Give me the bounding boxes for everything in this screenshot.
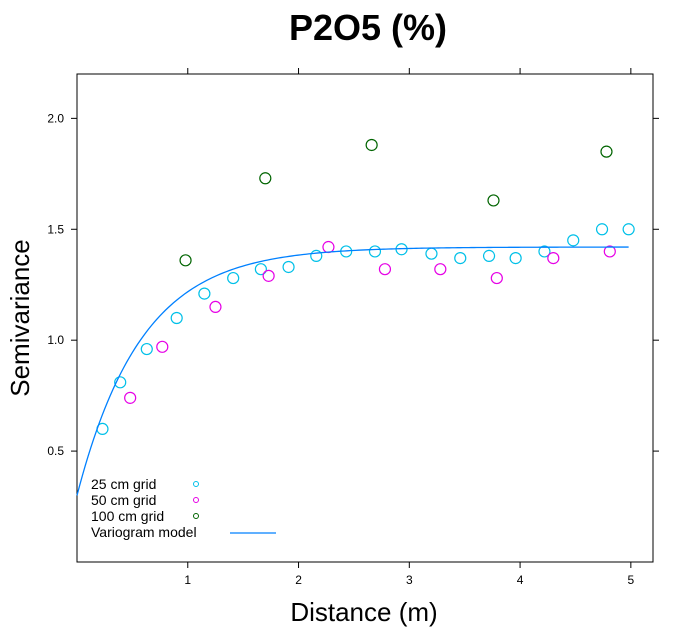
data-point xyxy=(482,249,496,262)
x-axis-label: Distance (m) xyxy=(290,597,437,627)
data-points xyxy=(96,138,635,436)
data-point xyxy=(622,223,635,236)
data-point xyxy=(378,263,392,276)
data-point xyxy=(603,245,616,258)
x-tick-label: 1 xyxy=(184,573,191,587)
data-point xyxy=(538,245,551,258)
data-point xyxy=(322,240,335,254)
data-point xyxy=(595,223,609,236)
data-point xyxy=(547,252,560,265)
y-tick-label: 0.5 xyxy=(47,444,64,458)
y-tick-label: 2.0 xyxy=(47,111,64,125)
data-point xyxy=(310,249,323,262)
x-tick-label: 2 xyxy=(295,573,302,587)
variogram-model xyxy=(76,246,629,496)
data-point xyxy=(454,252,467,265)
legend-label: 50 cm grid xyxy=(91,492,156,508)
data-point xyxy=(227,271,240,285)
data-point xyxy=(259,172,272,185)
data-point xyxy=(198,287,211,300)
legend-marker xyxy=(193,481,199,487)
data-point xyxy=(179,254,192,267)
x-tick-label: 3 xyxy=(406,573,413,587)
data-point xyxy=(434,263,447,276)
data-point xyxy=(209,300,222,314)
data-point xyxy=(567,234,580,247)
axis-ticks: 1 2 3 4 5 0.5 1.0 1.5 2.0 xyxy=(47,68,659,587)
data-point xyxy=(368,245,382,258)
data-point xyxy=(140,342,153,356)
data-point xyxy=(254,263,267,276)
data-point xyxy=(124,391,137,404)
data-point xyxy=(156,340,169,353)
legend-label: Variogram model xyxy=(91,524,197,540)
legend-label: 100 cm grid xyxy=(91,508,164,524)
data-point xyxy=(114,376,127,389)
data-point xyxy=(170,311,183,325)
data-point xyxy=(509,252,522,265)
legend-label: 25 cm grid xyxy=(91,476,156,492)
data-point xyxy=(365,138,378,152)
plot-frame xyxy=(76,73,654,563)
model-curve xyxy=(76,246,629,496)
data-point xyxy=(282,260,295,274)
data-point xyxy=(487,194,500,207)
x-tick-label: 4 xyxy=(517,573,524,587)
chart-title: P2O5 (%) xyxy=(289,7,447,48)
data-point xyxy=(600,145,613,158)
data-point xyxy=(490,271,503,285)
legend-marker xyxy=(193,513,199,519)
data-point xyxy=(262,269,275,282)
y-tick-label: 1.0 xyxy=(47,333,64,347)
legend-marker xyxy=(193,497,199,503)
x-tick-label: 5 xyxy=(628,573,635,587)
y-tick-label: 1.5 xyxy=(47,222,64,236)
y-axis-label: Semivariance xyxy=(5,239,35,397)
data-point xyxy=(425,247,438,260)
